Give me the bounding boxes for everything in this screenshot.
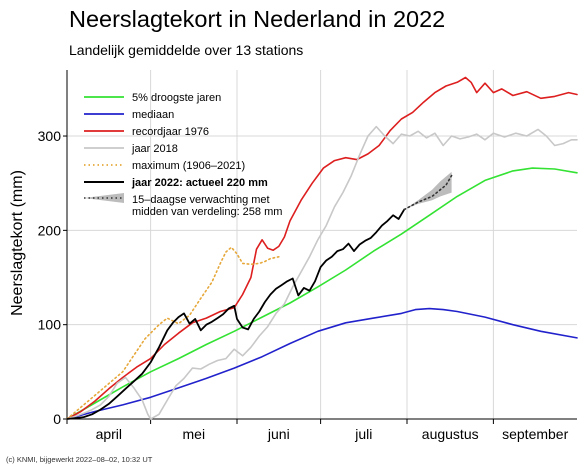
- credit-text: (c) KNMI, bijgewerkt 2022–08–02, 10:32 U…: [6, 455, 153, 464]
- y-tick-label: 100: [38, 317, 62, 333]
- legend-item: jaar 2018: [84, 143, 178, 155]
- legend-item: recordjaar 1976: [84, 126, 209, 138]
- legend: 5% droogste jaren mediaan recordjaar 1976 j…: [84, 92, 282, 218]
- series-line-6: [403, 174, 453, 211]
- legend-band-swatch: [84, 193, 124, 203]
- series-line-1: [66, 307, 578, 420]
- series-line-4: [66, 246, 280, 420]
- y-tick-label: 200: [38, 222, 62, 238]
- legend-label: jaar 2022: actueel 220 mm: [131, 177, 268, 189]
- x-tick-label: augustus: [422, 426, 479, 442]
- series-line-2: [66, 76, 578, 420]
- series-line-5: [66, 208, 406, 420]
- legend-label: jaar 2018: [131, 143, 178, 155]
- series-group: [66, 76, 578, 420]
- legend-item: jaar 2022: actueel 220 mm: [84, 177, 268, 189]
- y-axis-label: Neerslagtekort (mm): [9, 170, 26, 316]
- legend-label: 15–daagse verwachting met: [132, 194, 270, 206]
- grid-lines: [67, 70, 577, 420]
- x-tick-label: september: [502, 426, 568, 442]
- series-line-0: [66, 167, 578, 420]
- legend-item: mediaan: [84, 109, 174, 121]
- y-tick-label: 0: [53, 411, 61, 427]
- series-line-3: [66, 125, 578, 420]
- legend-label: maximum (1906–2021): [132, 160, 245, 172]
- x-tick-label: april: [96, 426, 122, 442]
- x-tick-label: juli: [354, 426, 372, 442]
- legend-item: maximum (1906–2021): [84, 160, 245, 172]
- y-tick-label: 300: [38, 128, 62, 144]
- legend-label: mediaan: [132, 109, 174, 121]
- legend-label: recordjaar 1976: [132, 126, 209, 138]
- x-tick-label: juni: [267, 426, 290, 442]
- chart-subtitle: Landelijk gemiddelde over 13 stations: [69, 42, 304, 58]
- x-tick-label: mei: [183, 426, 206, 442]
- forecast-band: [404, 171, 452, 210]
- legend-item: 5% droogste jaren: [84, 92, 221, 104]
- chart-title: Neerslagtekort in Nederland in 2022: [69, 6, 446, 32]
- legend-label: 5% droogste jaren: [132, 92, 221, 104]
- axes: 0 100 200 300 april mei juni juli augustus septem…: [38, 70, 577, 442]
- legend-label-line2: midden van verdeling: 258 mm: [132, 206, 282, 218]
